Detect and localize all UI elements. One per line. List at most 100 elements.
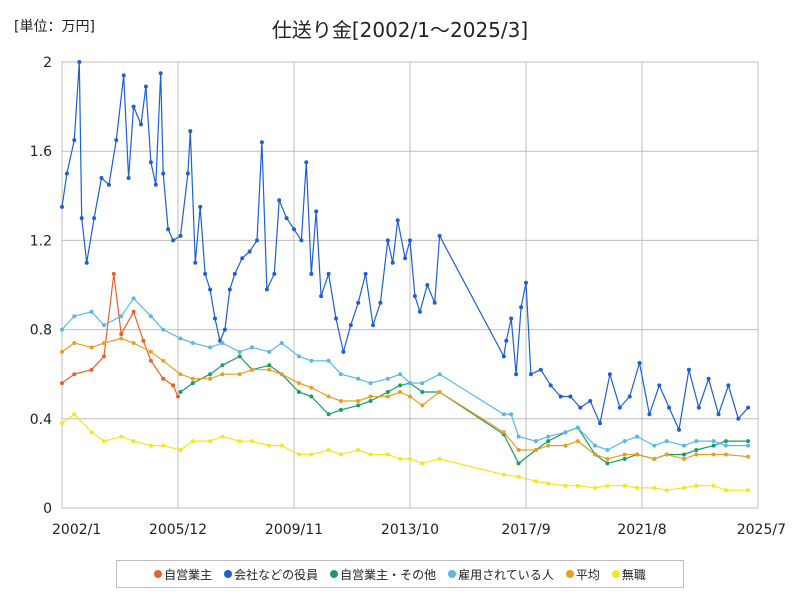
data-point [635,434,640,439]
data-point [398,383,403,388]
data-point [161,171,166,176]
data-point [119,336,124,341]
data-point [237,372,242,377]
data-point [171,238,176,243]
data-point [437,390,442,394]
data-point [267,363,272,368]
data-point [516,461,521,466]
data-point [578,405,583,410]
data-point [395,218,400,223]
data-point [711,439,716,444]
data-point [89,345,94,350]
data-point [437,233,442,238]
data-point [368,452,373,457]
legend-item: 平均 [565,566,600,583]
data-point [208,376,213,381]
data-point [657,383,662,388]
data-point [716,412,721,417]
data-point [385,394,390,399]
data-point [72,412,77,417]
data-point [102,323,106,328]
y-tick-label: 1.6 [30,144,52,160]
data-point [538,367,543,372]
legend-label: 自営業主・その他 [340,567,437,582]
legend: 自営業主 会社などの役員 自営業主・その他 雇用されている人 平均 無職 [116,560,684,588]
data-point [176,394,180,399]
data-point [304,160,309,165]
data-point [237,439,242,444]
data-point [158,71,163,76]
data-point [593,443,598,448]
data-point [736,416,741,421]
data-point [338,399,343,403]
legend-swatch [565,570,574,578]
data-point [408,238,412,243]
data-point [89,430,94,435]
data-point [139,122,143,127]
data-point [412,294,417,299]
data-point [746,488,751,493]
data-point [746,443,751,448]
data-point [694,483,699,488]
data-point [259,140,264,145]
data-point [385,390,390,394]
data-point [607,372,612,377]
data-point [314,209,319,214]
data-point [131,439,136,444]
data-point [220,434,225,439]
data-point [546,434,551,439]
data-point [198,204,203,209]
data-point [746,454,751,459]
data-point [677,427,681,432]
series-line [61,61,749,432]
data-point [79,216,84,221]
data-point [617,405,622,410]
data-point [501,472,506,477]
data-point [227,287,232,292]
data-point [338,372,343,377]
data-point [161,443,166,448]
data-point [178,390,183,394]
series-lines [60,60,751,493]
data-point [558,394,563,399]
legend-label: 無職 [621,567,646,582]
data-point [148,358,153,363]
data-point [89,309,94,314]
data-point [694,448,699,452]
data-point [605,456,610,461]
series-line [61,413,749,491]
data-point [190,341,195,345]
data-point [77,60,82,64]
data-point [563,430,568,435]
data-point [575,439,580,444]
data-point [635,452,640,457]
x-tick-label: 2021/8 [617,522,666,538]
data-point [706,376,711,381]
series-3 [60,296,751,452]
data-point [420,390,425,394]
data-point [575,425,580,430]
data-point [622,439,627,444]
y-tick-label: 0.8 [30,323,52,339]
data-point [533,439,538,444]
data-point [432,300,437,305]
data-point [326,394,331,399]
data-point [319,294,324,299]
data-point [220,363,225,368]
data-point [546,439,551,444]
data-point [296,354,301,359]
data-point [652,456,657,461]
data-point [501,430,506,435]
series-line [61,297,749,451]
data-point [264,287,269,292]
data-point [326,448,331,452]
data-point [72,314,77,319]
data-point [148,349,153,354]
data-point [437,372,442,377]
legend-swatch [154,570,163,578]
data-point [664,488,669,493]
data-point [193,260,198,265]
x-tick-label: 2002/1 [52,522,101,538]
data-point [711,452,716,457]
data-point [593,485,598,490]
